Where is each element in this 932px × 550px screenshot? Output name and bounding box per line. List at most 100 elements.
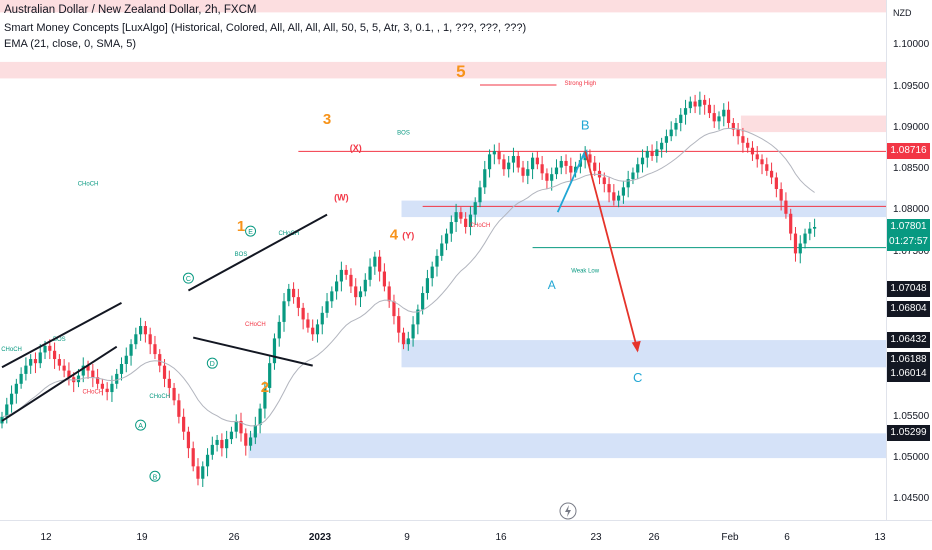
candle-body-119 <box>569 165 573 173</box>
candle-body-76 <box>363 279 367 292</box>
candle-body-77 <box>368 266 372 280</box>
candle-body-63 <box>301 307 305 320</box>
candle-body-56 <box>268 363 272 388</box>
candle-body-28 <box>134 334 138 345</box>
candle-body-32 <box>153 344 157 355</box>
demand-zone-5 <box>248 433 886 459</box>
wave-circle-2 <box>206 357 218 369</box>
candle-body-123 <box>588 154 592 163</box>
candle-body-79 <box>378 256 382 272</box>
candle-body-87 <box>416 309 420 325</box>
candle-body-71 <box>339 269 343 282</box>
wave-label-3: 4 <box>390 226 399 243</box>
time-tick-label: 26 <box>228 532 240 543</box>
price-tag-dark: 1.06014 <box>887 366 930 383</box>
candle-body-40 <box>191 448 195 467</box>
smc-label-6: CHoCH <box>278 231 299 237</box>
price-tick-label: 1.04500 <box>893 493 930 505</box>
wave-label-1: 3 <box>323 111 331 128</box>
candle-body-29 <box>139 326 143 335</box>
candle-body-13 <box>62 365 66 371</box>
candle-body-49 <box>234 420 238 432</box>
candle-body-118 <box>564 160 568 166</box>
candle-body-47 <box>225 439 229 449</box>
time-axis-separator <box>0 520 932 521</box>
candle-body-124 <box>593 162 597 171</box>
candle-body-105 <box>502 159 506 170</box>
candle-body-18 <box>86 365 90 371</box>
candle-body-154 <box>736 129 740 137</box>
price-tick-label: 1.05500 <box>893 410 930 422</box>
candle-body-23 <box>110 383 114 393</box>
wave-circle-label-2: D <box>210 361 215 368</box>
price-tick-label: 1.09500 <box>893 80 930 92</box>
candle-body-141 <box>674 122 678 130</box>
candle-body-10 <box>48 345 52 351</box>
candle-body-89 <box>425 278 430 294</box>
candle-body-127 <box>607 184 611 193</box>
candle-body-26 <box>124 355 128 364</box>
price-tick-label: 1.05000 <box>893 452 930 464</box>
indicator-smc-label[interactable]: Smart Money Concepts [LuxAlgo] (Historic… <box>4 22 527 34</box>
indicator-ema-label[interactable]: EMA (21, close, 0, SMA, 5) <box>4 38 137 50</box>
candle-body-6 <box>29 359 33 366</box>
candle-body-80 <box>382 271 386 287</box>
wedge-line-upper <box>187 213 328 292</box>
candle-body-98 <box>468 214 473 227</box>
time-tick-label: 6 <box>784 532 790 543</box>
candle-body-95 <box>454 212 458 223</box>
candle-body-51 <box>244 433 248 446</box>
candle-body-83 <box>397 316 401 333</box>
candle-body-100 <box>478 187 482 203</box>
demand-zone-4 <box>401 340 886 368</box>
ema-line <box>1 127 815 427</box>
candle-body-81 <box>387 286 391 302</box>
candle-body-137 <box>655 149 659 156</box>
candle-body-169 <box>808 228 812 234</box>
candle-body-64 <box>306 319 310 328</box>
candle-body-126 <box>602 177 606 185</box>
candle-body-133 <box>636 164 640 173</box>
candle-body-21 <box>100 383 104 389</box>
candle-body-67 <box>320 312 324 325</box>
price-tick-label: 1.09000 <box>893 121 930 133</box>
candle-body-157 <box>750 147 755 155</box>
smc-label-2: BOS <box>53 337 66 343</box>
candle-body-34 <box>162 365 167 379</box>
candle-body-112 <box>535 157 539 165</box>
candle-body-170 <box>813 226 817 229</box>
supply-zone-1 <box>0 61 886 79</box>
candle-body-167 <box>798 243 802 254</box>
candle-body-149 <box>712 113 716 122</box>
symbol-title[interactable]: Australian Dollar / New Zealand Dollar, … <box>4 4 257 16</box>
candle-body-74 <box>354 286 358 298</box>
candle-body-153 <box>731 122 735 130</box>
candle-body-70 <box>335 281 339 292</box>
smc-label-4: CHoCH <box>149 394 170 400</box>
candle-body-93 <box>444 233 449 244</box>
candle-body-27 <box>129 344 133 356</box>
candle-body-139 <box>664 136 669 143</box>
candle-body-163 <box>779 189 783 201</box>
candle-body-109 <box>521 167 525 176</box>
candle-body-5 <box>24 365 28 374</box>
candle-body-116 <box>554 167 559 175</box>
candle-body-61 <box>291 288 296 298</box>
price-tag-dark: 1.06188 <box>887 352 930 369</box>
candle-body-62 <box>296 297 300 308</box>
candle-body-128 <box>612 192 616 201</box>
wedge-line-lower <box>192 336 313 367</box>
candle-body-103 <box>492 151 496 155</box>
candle-body-35 <box>167 378 171 388</box>
candles-layer <box>0 91 817 487</box>
price-plot[interactable]: CHoCH CHoCH BOS CHoCH CHoCH BOS CHoCH CHoCH BOS C… <box>0 0 886 520</box>
candle-body-45 <box>215 439 219 445</box>
candle-body-20 <box>96 377 100 384</box>
candle-body-73 <box>349 274 353 287</box>
candle-body-113 <box>540 164 544 174</box>
smc-label-9: CHoCH <box>470 223 491 229</box>
candle-body-152 <box>726 109 731 123</box>
projection-label-b: B <box>581 118 590 133</box>
tradingview-logo-icon[interactable] <box>559 502 577 520</box>
